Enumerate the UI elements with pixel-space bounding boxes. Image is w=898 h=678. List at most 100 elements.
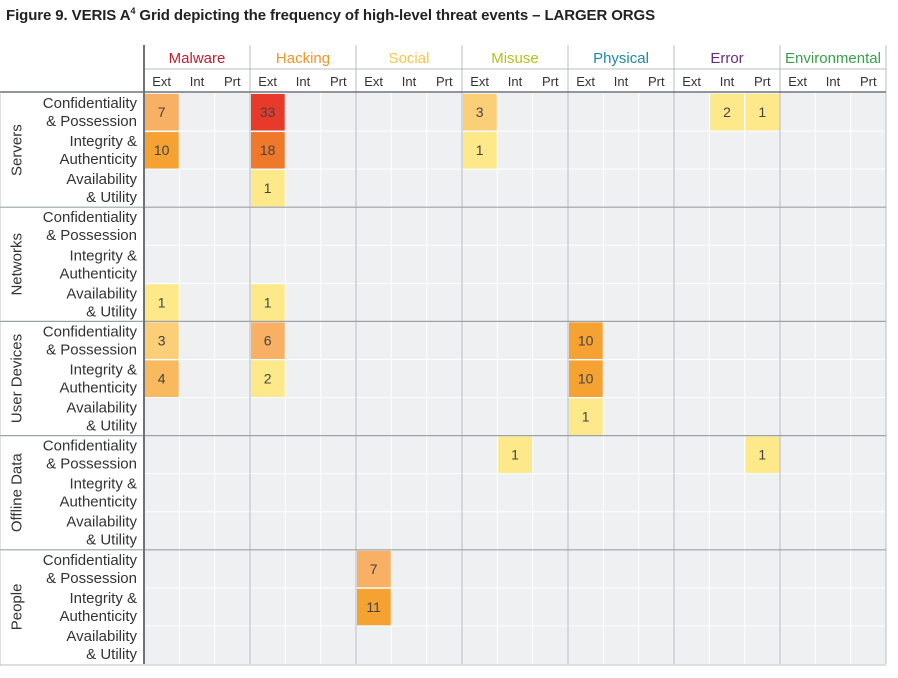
attribute-label: & Possession — [46, 113, 137, 130]
attribute-label: Integrity & — [69, 247, 137, 264]
figure-title-superscript: 4 — [130, 6, 136, 16]
attribute-label: Integrity & — [69, 590, 137, 607]
heatmap-cell-value: 3 — [158, 332, 166, 348]
figure-title-prefix: Figure 9. VERIS A — [6, 7, 131, 24]
heatmap-cell — [357, 588, 391, 626]
action-category-label: Error — [710, 50, 743, 67]
heatmap-cell — [498, 436, 533, 474]
heatmap-cell-value: 7 — [158, 104, 166, 120]
heatmap-cell-value: 2 — [264, 371, 272, 387]
asset-group-label: Offline Data — [9, 453, 26, 533]
actor-column-label: Prt — [436, 74, 453, 89]
heatmap-cell — [710, 94, 745, 131]
attribute-label: Integrity & — [69, 361, 137, 378]
heatmap-cell-value: 1 — [264, 180, 272, 196]
action-category-label: Social — [389, 50, 430, 67]
heatmap-cell — [145, 94, 179, 131]
heatmap-cell — [145, 322, 179, 359]
action-category-label: Environmental — [785, 50, 881, 67]
heatmap-cell-value: 1 — [582, 409, 590, 425]
actor-column-label: Ext — [470, 74, 489, 89]
heatmap-cell-value: 1 — [264, 294, 272, 310]
action-category-label: Malware — [169, 50, 226, 67]
heatmap-cell — [357, 550, 391, 588]
heatmap-cell — [145, 360, 179, 398]
heatmap-cell — [145, 132, 179, 169]
heatmap-cell — [463, 94, 497, 131]
actor-column-label: Prt — [754, 74, 771, 89]
attribute-label: Availability — [66, 400, 137, 417]
attribute-label: Confidentiality — [43, 209, 138, 226]
action-category-label: Misuse — [491, 50, 539, 67]
heatmap-cell-value: 33 — [260, 104, 276, 120]
figure-title-suffix: Grid depicting the frequency of high-lev… — [135, 7, 656, 24]
heatmap-cell — [251, 322, 285, 359]
actor-column-label: Int — [508, 74, 523, 89]
actor-column-label: Prt — [648, 74, 665, 89]
asset-group-label: User Devices — [9, 334, 26, 423]
attribute-label: Authenticity — [59, 265, 137, 282]
heatmap-cell — [745, 436, 780, 474]
attribute-label: Authenticity — [59, 151, 137, 168]
heatmap-cell-value: 10 — [154, 142, 170, 158]
attribute-label: Authenticity — [59, 608, 137, 625]
asset-group-label: Networks — [9, 233, 26, 296]
actor-column-label: Ext — [682, 74, 701, 89]
heatmap-cell-value: 11 — [366, 599, 381, 615]
heatmap-cell-value: 1 — [758, 447, 766, 463]
attribute-label: & Utility — [86, 303, 137, 320]
attribute-label: Integrity & — [69, 133, 137, 150]
heatmap-cell — [251, 132, 285, 169]
attribute-label: & Utility — [86, 189, 137, 206]
actor-column-label: Ext — [152, 74, 171, 89]
attribute-label: Availability — [66, 171, 137, 188]
actor-column-label: Prt — [860, 74, 877, 89]
attribute-label: Authenticity — [59, 379, 137, 396]
actor-column-label: Ext — [576, 74, 595, 89]
actor-column-label: Int — [402, 74, 417, 89]
heatmap-cell — [251, 284, 285, 321]
heatmap-cell-value: 4 — [158, 371, 166, 387]
figure-title: Figure 9. VERIS A4 Grid depicting the fr… — [6, 6, 655, 24]
heatmap-cell-value: 2 — [723, 104, 731, 120]
actor-column-label: Int — [720, 74, 735, 89]
attribute-label: & Utility — [86, 532, 137, 549]
heatmap-cell-value: 6 — [264, 332, 272, 348]
heatmap-cell — [745, 94, 780, 131]
heatmap-cell — [569, 360, 603, 398]
attribute-label: Integrity & — [69, 476, 137, 493]
attribute-label: Confidentiality — [43, 323, 138, 340]
attribute-label: Availability — [66, 514, 137, 531]
actor-column-label: Ext — [788, 74, 807, 89]
asset-group-label: People — [9, 584, 26, 631]
attribute-label: Authenticity — [59, 494, 137, 511]
heatmap-cell-value: 18 — [260, 142, 276, 158]
attribute-label: & Utility — [86, 418, 137, 435]
heatmap-cell-value: 1 — [511, 447, 519, 463]
heatmap-cell — [145, 284, 179, 321]
heatmap-cell — [463, 132, 497, 169]
actor-column-label: Int — [296, 74, 311, 89]
heatmap-cell-value: 10 — [578, 371, 594, 387]
action-category-label: Hacking — [276, 50, 330, 67]
heatmap-cell-value: 3 — [476, 104, 484, 120]
attribute-label: & Possession — [46, 456, 137, 473]
asset-group-label: Servers — [9, 124, 26, 176]
heatmap-cell-value: 1 — [758, 104, 766, 120]
heatmap-cell — [569, 398, 603, 436]
actor-column-label: Prt — [224, 74, 241, 89]
heatmap-cell — [569, 322, 603, 359]
heatmap-cell-value: 1 — [158, 294, 166, 310]
attribute-label: Confidentiality — [43, 438, 138, 455]
actor-column-label: Prt — [330, 74, 347, 89]
heatmap-cell — [251, 360, 285, 398]
heatmap-cell — [251, 170, 285, 207]
heatmap-cell-value: 1 — [476, 142, 484, 158]
heatmap-cell-value: 10 — [578, 332, 594, 348]
actor-column-label: Ext — [364, 74, 383, 89]
attribute-label: Confidentiality — [43, 95, 138, 112]
heatmap-cell-value: 7 — [370, 561, 378, 577]
actor-column-label: Ext — [258, 74, 277, 89]
attribute-label: & Utility — [86, 646, 137, 663]
